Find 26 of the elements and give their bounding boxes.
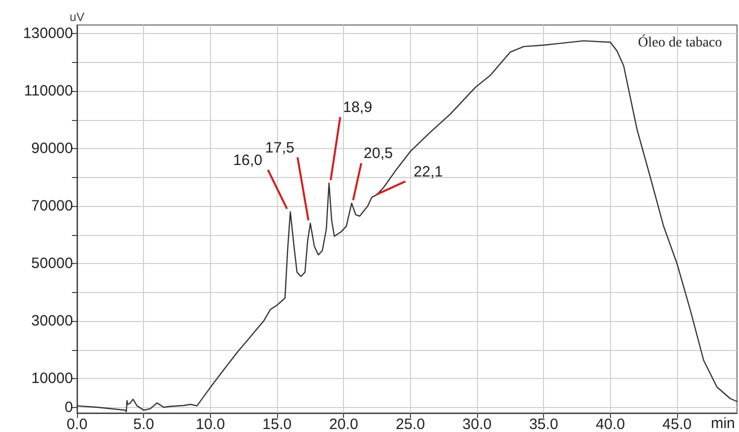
x-tick-label: 25.0 <box>396 416 425 432</box>
y-tick-label: 130000 <box>22 25 73 42</box>
y-tick-label: 0 <box>64 398 73 416</box>
x-tick-label: 30.0 <box>462 416 492 432</box>
x-tick-label: 45.0 <box>662 416 692 432</box>
x-tick-label: 20.0 <box>329 416 358 432</box>
text: Óleo de tabaco <box>638 34 722 50</box>
x-tick-label: 5.0 <box>133 416 154 432</box>
x-axis-title: min <box>710 415 735 432</box>
y-tick-label: 90000 <box>31 140 73 158</box>
annotation: 22,1 <box>414 163 443 180</box>
y-tick-label: 110000 <box>24 82 73 100</box>
annotation: 16,0 <box>233 152 262 169</box>
annotation: 18,9 <box>343 99 372 116</box>
y-tick-label: 50000 <box>31 255 73 272</box>
y-axis-title: uV <box>70 10 84 24</box>
annotation: 17,5 <box>265 139 294 156</box>
x-tick-label: 35.0 <box>529 416 558 432</box>
annotation: 20,5 <box>364 145 393 162</box>
y-tick-label: 10000 <box>31 370 73 388</box>
x-tick-label: 15.0 <box>262 416 292 432</box>
y-tick-label: 70000 <box>31 198 73 215</box>
x-tick-label: 40.0 <box>596 416 625 432</box>
y-tick-label: 30000 <box>31 312 73 330</box>
x-tick-label: 10.0 <box>196 416 225 432</box>
x-tick-label: 0.0 <box>66 416 88 432</box>
